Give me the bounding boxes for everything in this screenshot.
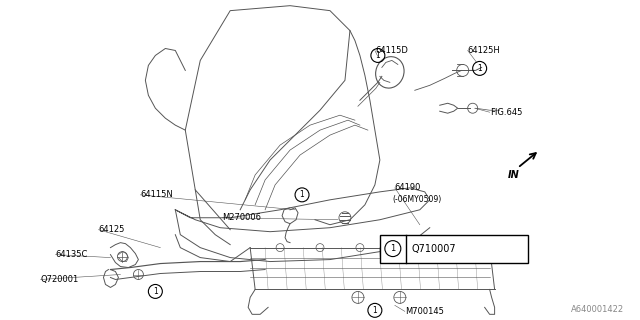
Text: 64115N: 64115N bbox=[140, 190, 173, 199]
Text: Q720001: Q720001 bbox=[40, 275, 79, 284]
Text: 1: 1 bbox=[372, 306, 377, 315]
Text: 64135C: 64135C bbox=[56, 250, 88, 259]
Text: 64125H: 64125H bbox=[468, 46, 500, 55]
Text: Q710007: Q710007 bbox=[412, 244, 456, 254]
Text: A640001422: A640001422 bbox=[572, 305, 625, 314]
Text: 1: 1 bbox=[390, 244, 396, 253]
Text: 64125: 64125 bbox=[99, 225, 125, 234]
Text: 1: 1 bbox=[300, 190, 305, 199]
Text: 1: 1 bbox=[153, 287, 157, 296]
Text: IN: IN bbox=[508, 170, 519, 180]
Text: 64115D: 64115D bbox=[375, 46, 408, 55]
Bar bbox=[380, 235, 527, 262]
Text: M270006: M270006 bbox=[222, 213, 261, 222]
Text: (-06MY0509): (-06MY0509) bbox=[393, 195, 442, 204]
Text: 1: 1 bbox=[477, 64, 482, 73]
Text: M700145: M700145 bbox=[405, 307, 444, 316]
Text: FIG.645: FIG.645 bbox=[490, 108, 522, 117]
Text: 64190: 64190 bbox=[395, 183, 421, 192]
Text: 1: 1 bbox=[376, 51, 380, 60]
